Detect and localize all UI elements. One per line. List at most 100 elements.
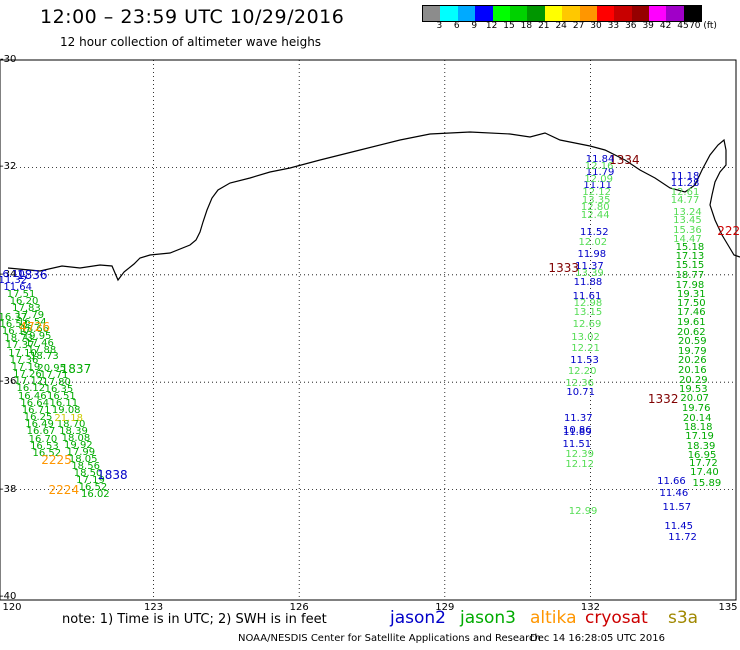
wave-height-value: 18.77 — [675, 269, 705, 281]
wave-height-value: 16.11 — [49, 398, 79, 410]
wave-height-value: 17.13 — [675, 251, 705, 263]
longitude-label: 129 — [435, 602, 455, 613]
scale-label: 42 — [659, 21, 672, 31]
wave-height-value: 17.99 — [66, 447, 96, 459]
wave-height-value: 19.53 — [678, 384, 708, 396]
credit-line: NOAA/NESDIS Center for Satellite Applica… — [238, 633, 541, 644]
scale-label: 18 — [520, 21, 533, 31]
legend-s3a: s3a — [668, 608, 699, 628]
wave-height-value: 10.71 — [566, 386, 596, 398]
wave-height-value: 20.29 — [678, 374, 708, 386]
scale-label: 70 (ft) — [689, 21, 717, 31]
wave-height-value: 18.18 — [683, 421, 713, 433]
wave-height-value: 18.56 — [71, 461, 100, 473]
wave-height-value: 15.89 — [692, 478, 722, 490]
wave-height-value: 11.18 — [670, 170, 700, 182]
scale-label: 45 — [677, 21, 689, 31]
pass-time-label: 1838 — [97, 467, 128, 482]
pass-time-label: 2224 — [48, 482, 80, 497]
wave-height-value: 18.05 — [68, 454, 98, 466]
wave-height-value: 18.39 — [59, 426, 88, 438]
wave-height-value: 18.73 — [4, 333, 33, 345]
wave-height-value: 11.11 — [583, 180, 612, 192]
legend-jason3: jason3 — [460, 608, 516, 628]
wave-height-value: 16.51 — [47, 391, 76, 403]
wave-height-value: 12.02 — [578, 236, 608, 248]
coastline — [7, 131, 740, 282]
wave-height-value: 20.26 — [677, 355, 707, 367]
longitude-label: 132 — [580, 602, 600, 613]
legend-jason2: jason2 — [390, 608, 446, 628]
wave-height-value: 18.66 — [20, 323, 50, 335]
wave-height-value: 17.19 — [76, 475, 105, 486]
wave-height-value: 16.95 — [687, 449, 717, 461]
legend-altika: altika — [530, 608, 577, 628]
wave-height-value: 14.77 — [670, 195, 700, 207]
latitude-label: -38 — [0, 483, 17, 495]
legend-cryosat: cryosat — [585, 608, 648, 628]
wave-height-value: 16.52 — [78, 481, 108, 493]
wave-height-value: 18.39 — [686, 440, 716, 452]
pass-time-label: 1333 — [548, 260, 579, 275]
map-subtitle: 12 hour collection of altimeter wave hei… — [60, 35, 322, 49]
scale-label: 6 — [453, 21, 460, 31]
map-frame — [0, 59, 737, 601]
longitude-label: 123 — [144, 602, 164, 613]
pass-time-label: 1332 — [647, 392, 679, 407]
wave-height-value: 17.19 — [11, 361, 41, 373]
wave-height-value: 18.50 — [73, 468, 103, 480]
wave-height-value: 11.64 — [3, 282, 33, 294]
wave-height-value: 10.86 — [562, 424, 592, 436]
wave-height-value: 11.72 — [668, 531, 697, 543]
wave-height-value: 13.02 — [571, 331, 600, 343]
wave-height-value: 11.84 — [585, 154, 615, 166]
wave-height-value: 12.69 — [572, 318, 602, 330]
scale-swatch — [579, 6, 597, 21]
pass-time-label: 2225 — [41, 453, 72, 468]
scale-label: 33 — [607, 21, 620, 31]
wave-height-value: 16.46 — [17, 390, 47, 402]
scale-swatch — [457, 6, 476, 21]
wave-height-value: 15.36 — [673, 224, 702, 236]
scale-label: 27 — [572, 21, 585, 31]
longitude-label: 135 — [718, 602, 738, 613]
scale-label: 30 — [590, 21, 602, 31]
wave-height-value: 17.83 — [12, 302, 41, 314]
wave-height-value: 16.17 — [1, 326, 31, 338]
wave-height-value: 18.08 — [61, 433, 91, 445]
wave-height-value: 17.72 — [689, 458, 718, 470]
wave-height-value: 12.61 — [670, 186, 700, 198]
wave-height-value: 20.62 — [677, 326, 706, 338]
timestamp: Dec 14 16:28:05 UTC 2016 — [530, 633, 665, 644]
wave-height-value: 17.40 — [690, 467, 719, 479]
wave-height-value: 11.61 — [572, 291, 602, 303]
wave-height-value: 16.67 — [26, 426, 56, 438]
wave-height-value: 16.70 — [28, 433, 58, 445]
wave-height-value: 11.89 — [562, 427, 592, 439]
color-scale-labels: 3 6 9 12 15 18 21 24 27 30 33 36 39 42 45 70 (ft) — [422, 21, 740, 33]
wave-height-value: 13.35 — [581, 194, 611, 206]
wave-height-value: 15.18 — [675, 241, 705, 253]
latitude-label: -36 — [0, 376, 17, 388]
scale-swatch — [475, 6, 493, 21]
wave-height-value: 20.59 — [677, 335, 707, 347]
wave-height-value: 14.47 — [673, 234, 702, 246]
wave-height-value: 17.10 — [8, 347, 37, 359]
wave-height-value: 21.18 — [54, 412, 83, 424]
wave-height-value: 13.39 — [575, 268, 604, 280]
scale-label: 3 — [436, 21, 443, 31]
wave-height-value: 17.46 — [25, 337, 54, 349]
wave-height-value: 17.88 — [27, 345, 57, 357]
wave-height-value: 19.31 — [677, 289, 706, 301]
wave-height-value: 12.20 — [567, 365, 597, 377]
wave-height-value: 18.73 — [30, 350, 59, 362]
wave-height-value: 12.99 — [568, 505, 598, 517]
wave-height-value: 11.66 — [657, 475, 686, 487]
wave-height-value: 17.46 — [677, 307, 706, 319]
scale-swatch — [492, 6, 510, 21]
wave-height-value: 12.36 — [565, 377, 595, 389]
pass-time-label: 4726 — [19, 320, 50, 335]
wave-height-value: 13.15 — [573, 307, 603, 319]
scale-swatch — [666, 6, 684, 21]
